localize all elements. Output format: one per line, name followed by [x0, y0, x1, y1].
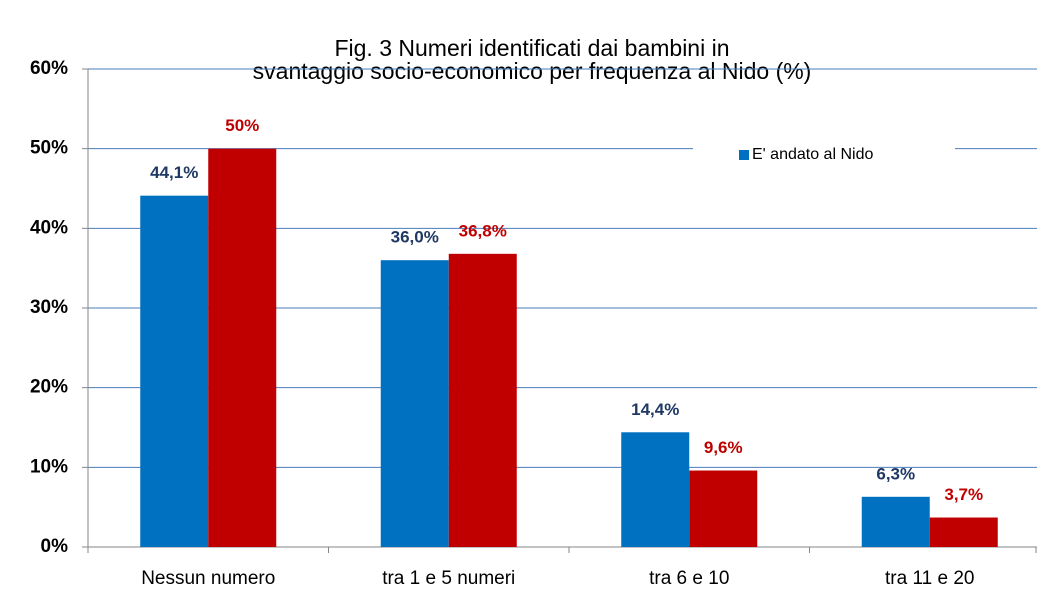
bar: [448, 253, 517, 547]
data-label: 50%: [225, 116, 259, 135]
y-tick-label: 0%: [41, 536, 69, 557]
bar: [380, 260, 449, 547]
bar: [689, 470, 758, 547]
data-label: 3,7%: [944, 485, 983, 504]
bar: [929, 517, 998, 547]
legend-swatch: [739, 150, 749, 160]
x-tick-label: tra 11 e 20: [885, 568, 974, 589]
data-label: 9,6%: [704, 438, 743, 457]
legend-label: E' andato al Nido: [752, 146, 873, 163]
bar: [140, 195, 209, 548]
y-tick-label: 50%: [30, 138, 68, 159]
x-tick-label: tra 6 e 10: [649, 568, 729, 589]
bar: [861, 496, 930, 547]
bar: [208, 148, 277, 547]
x-tick-label: tra 1 e 5 numeri: [382, 568, 515, 589]
bar: [621, 432, 690, 547]
y-tick-label: 60%: [30, 58, 68, 79]
legend-box: [693, 132, 955, 176]
data-label: 44,1%: [150, 163, 198, 182]
data-label: 6,3%: [876, 464, 915, 483]
x-tick-label: Nessun numero: [141, 568, 275, 589]
y-tick-label: 30%: [30, 297, 68, 318]
y-tick-label: 10%: [30, 456, 68, 477]
data-label: 36,8%: [459, 221, 507, 240]
data-label: 14,4%: [631, 400, 679, 419]
y-tick-label: 40%: [30, 217, 68, 238]
chart-title: svantaggio socio-economico per frequenza…: [253, 58, 812, 84]
chart-title: Fig. 3 Numeri identificati dai bambini i…: [334, 35, 729, 61]
y-tick-label: 20%: [30, 377, 68, 398]
data-label: 36,0%: [391, 228, 439, 247]
